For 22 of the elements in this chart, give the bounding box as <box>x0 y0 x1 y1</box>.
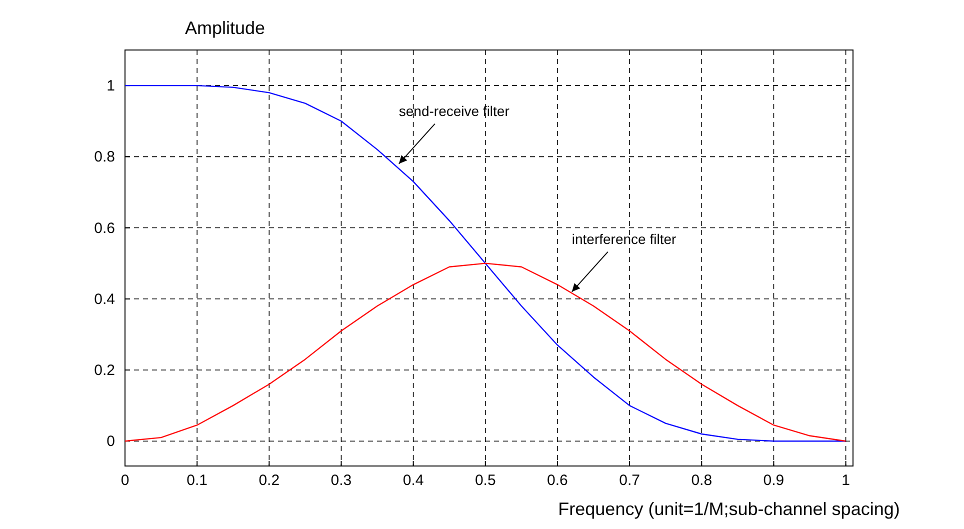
y-tick-label: 0.8 <box>94 148 115 166</box>
y-axis-title: Amplitude <box>185 18 266 38</box>
x-tick-label: 0.1 <box>186 472 208 489</box>
x-tick-label: 0.3 <box>330 472 352 489</box>
y-tick-label: 0.6 <box>94 220 115 237</box>
y-tick-label: 0.2 <box>94 362 115 379</box>
annotation: interference filter <box>572 230 676 247</box>
annotation: send-receive filter <box>398 102 510 119</box>
x-tick-label: 0.8 <box>691 472 712 489</box>
x-tick-label: 1 <box>842 472 850 489</box>
x-tick-label: 0.6 <box>547 472 568 489</box>
x-tick-label: 0.4 <box>402 472 424 489</box>
x-tick-label: 0.7 <box>619 472 640 489</box>
x-tick-label: 0.9 <box>763 472 784 489</box>
x-tick-label: 0.2 <box>258 472 280 489</box>
x-tick-label: 0.5 <box>474 472 496 489</box>
y-tick-label: 0.4 <box>94 290 115 308</box>
y-tick-label: 0 <box>106 433 115 450</box>
line-series <box>124 262 846 442</box>
y-tick-label: 1 <box>106 78 115 95</box>
x-tick-label: 0 <box>120 472 130 489</box>
x-axis-title: Frequency (unit=1/M;sub-channel spacing) <box>558 499 900 519</box>
